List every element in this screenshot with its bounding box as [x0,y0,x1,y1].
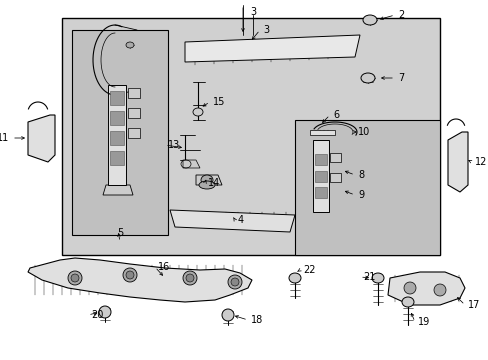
Ellipse shape [371,273,383,283]
Text: 1: 1 [240,0,245,1]
Text: 19: 19 [417,317,429,327]
Bar [110,131,124,145]
Bar [110,111,124,125]
Text: 17: 17 [467,300,479,310]
Text: 5: 5 [117,228,123,238]
Bar [312,140,328,212]
Text: 2: 2 [397,10,404,20]
Polygon shape [387,272,464,305]
Ellipse shape [201,175,213,185]
Bar [314,154,326,165]
Bar [62,18,439,255]
Bar [128,128,140,138]
Ellipse shape [126,271,134,279]
Ellipse shape [71,274,79,282]
Ellipse shape [227,275,242,289]
Text: 4: 4 [238,215,244,225]
Ellipse shape [183,271,197,285]
Polygon shape [196,175,222,185]
Text: 6: 6 [332,110,339,120]
Bar [329,153,340,162]
Text: 14: 14 [207,178,220,188]
Ellipse shape [185,274,194,282]
Ellipse shape [126,42,134,48]
Polygon shape [170,210,294,232]
Ellipse shape [401,297,413,307]
Text: 7: 7 [397,73,404,83]
Ellipse shape [288,273,301,283]
Ellipse shape [362,15,376,25]
Bar [128,108,140,118]
Text: 12: 12 [474,157,487,167]
Polygon shape [309,130,334,135]
Polygon shape [28,258,251,302]
Text: 20: 20 [91,310,103,320]
Bar [110,151,124,165]
Bar [110,91,124,105]
Text: 22: 22 [303,265,315,275]
Ellipse shape [123,268,137,282]
Ellipse shape [360,73,374,83]
Bar [329,173,340,182]
Bar [128,88,140,98]
Bar [72,30,168,235]
Bar [294,120,439,255]
Ellipse shape [433,284,445,296]
Polygon shape [183,160,200,168]
Ellipse shape [199,181,215,189]
Text: 8: 8 [357,170,364,180]
Text: 16: 16 [158,262,170,272]
Polygon shape [28,115,55,162]
Text: 21: 21 [362,272,375,282]
Text: 3: 3 [263,25,268,35]
Ellipse shape [193,108,203,116]
Ellipse shape [68,271,82,285]
Ellipse shape [222,309,234,321]
Bar [314,171,326,182]
Text: 13: 13 [168,140,180,150]
Bar [314,187,326,198]
Text: 11: 11 [0,133,9,143]
Text: 9: 9 [357,190,364,200]
Ellipse shape [230,278,239,286]
Text: 10: 10 [357,127,369,137]
Ellipse shape [403,282,415,294]
Bar [108,85,126,185]
Polygon shape [103,185,133,195]
Text: 18: 18 [250,315,263,325]
Polygon shape [447,132,467,192]
Text: 3: 3 [249,7,256,17]
Text: 15: 15 [213,97,225,107]
Polygon shape [184,35,359,62]
Ellipse shape [99,306,111,318]
